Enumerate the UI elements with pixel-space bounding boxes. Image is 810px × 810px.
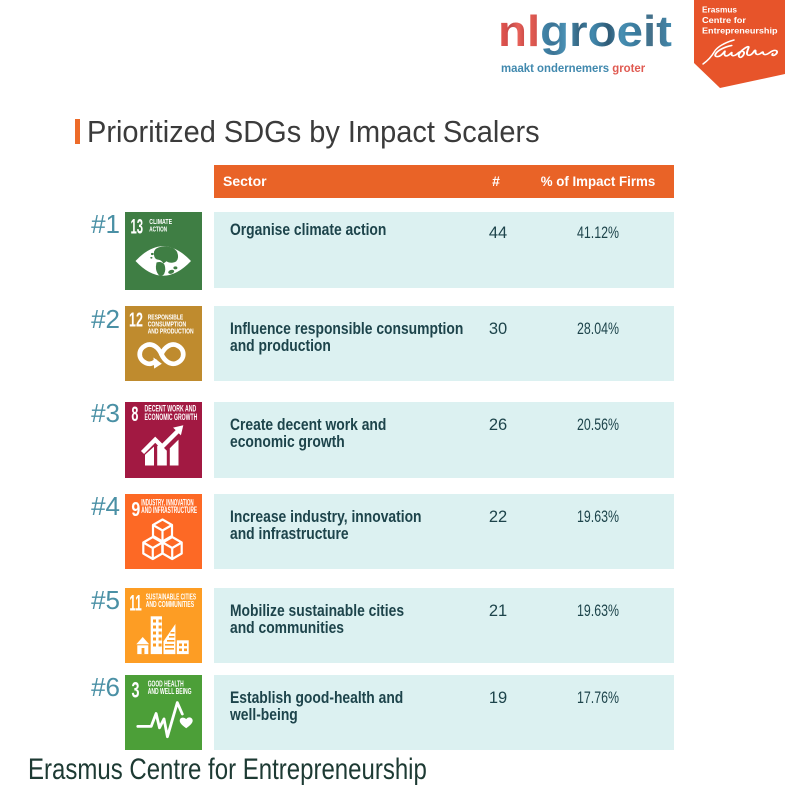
svg-text:AND COMMUNITIES: AND COMMUNITIES bbox=[146, 599, 195, 609]
svg-text:INDUSTRY, INNOVATION: INDUSTRY, INNOVATION bbox=[141, 497, 193, 507]
svg-text:Centre for: Centre for bbox=[702, 16, 746, 25]
svg-text:CONSUMPTION: CONSUMPTION bbox=[148, 320, 187, 329]
svg-text:RESPONSIBLE: RESPONSIBLE bbox=[148, 313, 184, 322]
svg-text:AND PRODUCTION: AND PRODUCTION bbox=[148, 327, 194, 336]
svg-text:SUSTAINABLE CITIES: SUSTAINABLE CITIES bbox=[146, 591, 197, 601]
svg-text:12: 12 bbox=[129, 310, 143, 332]
svg-text:GOOD HEALTH: GOOD HEALTH bbox=[148, 678, 184, 688]
svg-text:DECENT WORK AND: DECENT WORK AND bbox=[145, 404, 197, 414]
svg-text:AND INFRASTRUCTURE: AND INFRASTRUCTURE bbox=[141, 505, 197, 515]
svg-text:11: 11 bbox=[129, 591, 141, 616]
svg-text:3: 3 bbox=[132, 678, 140, 703]
svg-text:ECONOMIC GROWTH: ECONOMIC GROWTH bbox=[145, 412, 198, 422]
svg-text:Erasmus: Erasmus bbox=[702, 6, 738, 15]
svg-text:Entrepreneurship: Entrepreneurship bbox=[702, 27, 778, 36]
svg-text:ACTION: ACTION bbox=[149, 225, 167, 234]
svg-text:CLIMATE: CLIMATE bbox=[149, 217, 172, 226]
svg-text:9: 9 bbox=[131, 498, 140, 521]
svg-text:8: 8 bbox=[131, 403, 138, 426]
svg-text:AND WELL BEING: AND WELL BEING bbox=[148, 686, 192, 696]
svg-text:13: 13 bbox=[131, 216, 144, 239]
